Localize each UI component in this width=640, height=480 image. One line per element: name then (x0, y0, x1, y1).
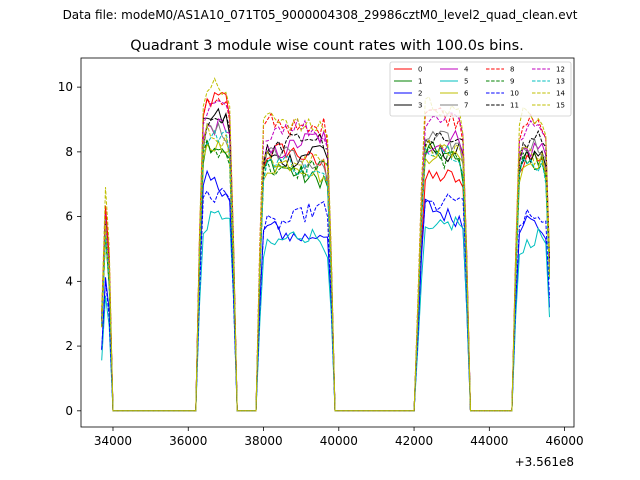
legend-label: 10 (510, 90, 519, 98)
legend-label: 1 (418, 78, 422, 86)
x-tick-label: 46000 (545, 434, 583, 448)
legend-label: 5 (464, 78, 468, 86)
y-tick-label: 0 (65, 404, 73, 418)
series-line-15 (101, 123, 550, 412)
x-tick-label: 44000 (470, 434, 508, 448)
legend-label: 3 (418, 102, 422, 110)
legend-label: 12 (556, 66, 565, 74)
legend-label: 6 (464, 90, 469, 98)
y-tick-label: 8 (65, 145, 73, 159)
legend-label: 7 (464, 102, 468, 110)
x-tick-label: 40000 (320, 434, 358, 448)
y-tick-label: 6 (65, 210, 73, 224)
chart-title: Quadrant 3 module wise count rates with … (130, 38, 524, 54)
x-offset-label: +3.561e8 (515, 455, 574, 469)
plot-frame (80, 57, 575, 428)
legend-label: 8 (510, 66, 514, 74)
legend-label: 0 (418, 66, 422, 74)
legend-label: 2 (418, 90, 422, 98)
legend-label: 15 (556, 102, 565, 110)
ticks-layer: 34000 36000 38000 40000 42000 44000 46000 0 2 4 6 8… (58, 80, 584, 448)
y-tick-label: 4 (65, 274, 73, 288)
x-tick-label: 38000 (244, 434, 282, 448)
y-tick-label: 10 (58, 80, 73, 94)
plot-axes: 34000 36000 38000 40000 42000 44000 46000 0 2 4 6 8… (58, 57, 584, 469)
legend-label: 13 (556, 78, 565, 86)
legend-label: 9 (510, 78, 514, 86)
legend-label: 4 (464, 66, 469, 74)
x-tick-label: 34000 (94, 434, 132, 448)
series-layer (101, 77, 550, 412)
legend-frame (389, 61, 572, 117)
legend-label: 11 (510, 102, 519, 110)
legend-label: 14 (556, 90, 565, 98)
x-tick-label: 42000 (395, 434, 433, 448)
x-tick-label: 36000 (169, 434, 207, 448)
chart-suptitle: Data file: modeM0/AS1A10_071T05_90000043… (63, 8, 578, 22)
y-tick-label: 2 (65, 339, 73, 353)
series-line-14 (101, 77, 550, 412)
